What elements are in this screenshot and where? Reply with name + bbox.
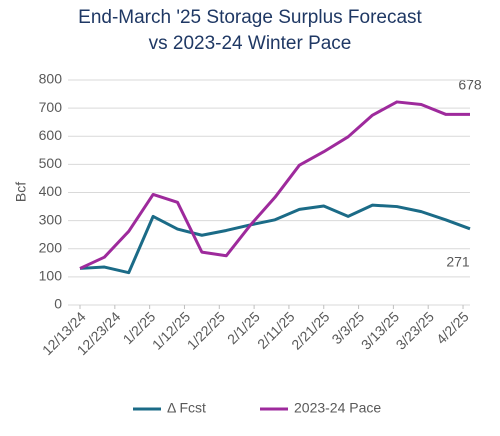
chart-title: vs 2023-24 Winter Pace: [149, 33, 352, 54]
y-tick-label: 700: [39, 99, 63, 115]
chart-title: End-March '25 Storage Surplus Forecast: [78, 7, 422, 28]
x-tick-label: 1/12/25: [149, 308, 193, 352]
y-tick-label: 0: [54, 296, 62, 312]
y-axis-label: Bcf: [13, 182, 29, 202]
annotation: 678: [458, 77, 482, 93]
x-tick-label: 1/22/25: [184, 308, 228, 352]
annotation: 271: [446, 254, 470, 270]
line-series: [79, 203, 471, 275]
x-tick-label: 4/2/25: [433, 308, 472, 347]
y-tick-label: 600: [39, 127, 63, 143]
y-tick-label: 500: [39, 155, 63, 171]
legend-label: 2023-24 Pace: [294, 400, 381, 416]
y-tick-label: 200: [39, 239, 63, 255]
y-tick-label: 300: [39, 211, 63, 227]
y-tick-label: 100: [39, 268, 63, 284]
x-tick-label: 3/23/25: [393, 308, 437, 352]
line-series: [79, 100, 470, 270]
legend-label: Δ Fcst: [167, 400, 206, 416]
x-tick-label: 2/21/25: [288, 308, 332, 352]
y-tick-label: 400: [39, 183, 63, 199]
y-tick-label: 800: [39, 71, 63, 87]
x-tick-label: 3/13/25: [358, 308, 402, 352]
